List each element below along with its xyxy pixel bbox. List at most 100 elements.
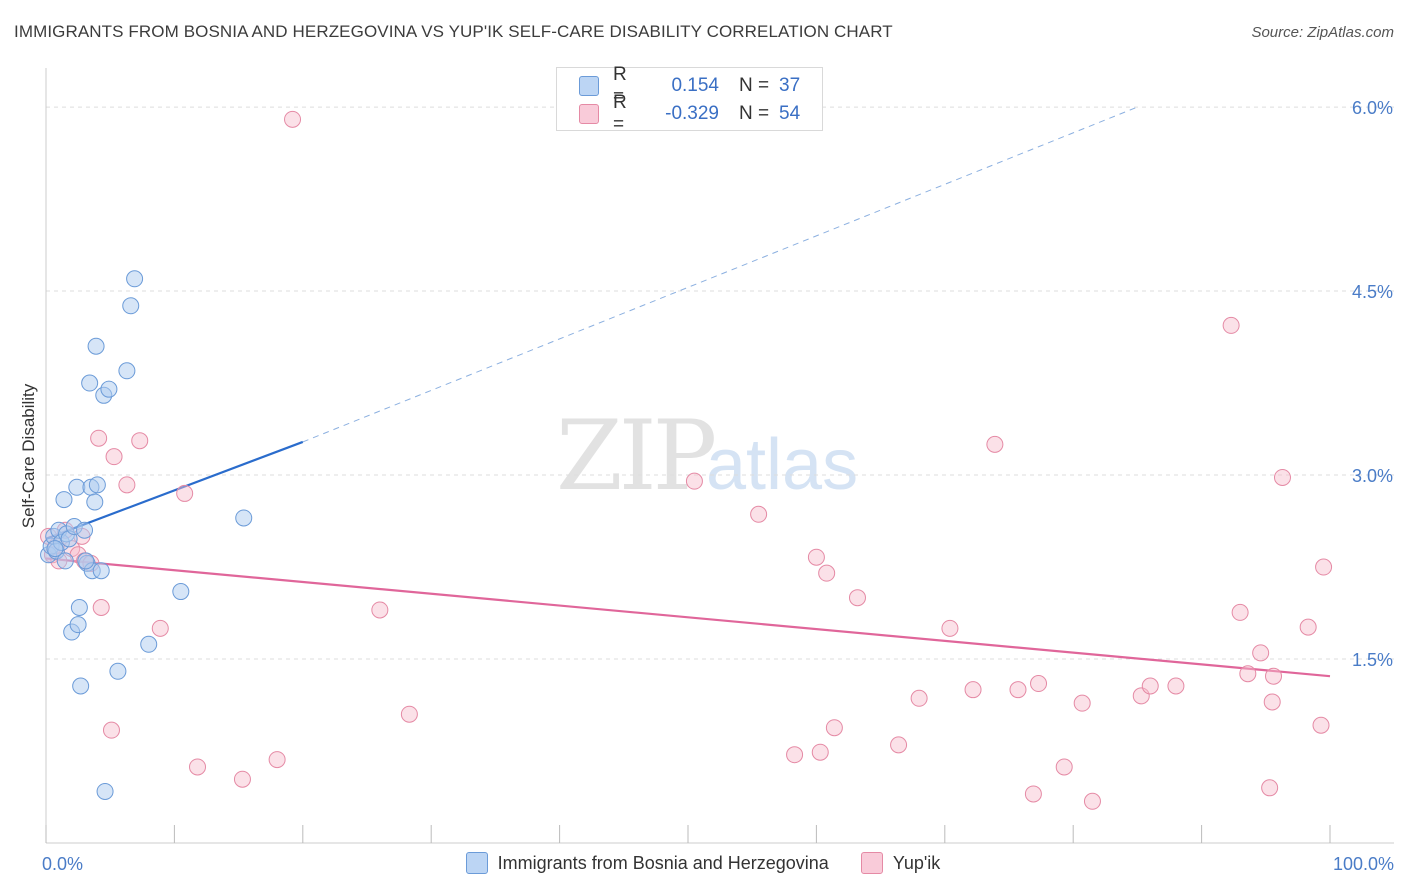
point-yupik-23 — [400, 705, 418, 723]
source-label: Source: ZipAtlas.com — [1251, 24, 1394, 41]
series-legend: Immigrants from Bosnia and Herzegovina Y… — [0, 852, 1406, 874]
trend-lines — [45, 106, 1331, 678]
y-tick-label-1: 3.0% — [1352, 466, 1393, 486]
point-yupik-11 — [92, 599, 110, 617]
point-bosnia-25 — [96, 782, 114, 800]
point-bosnia-14 — [72, 677, 90, 695]
y-tick-label-0: 1.5% — [1352, 650, 1393, 670]
point-yupik-55 — [1315, 558, 1333, 576]
legend-row-bosnia: R = 0.154 N = 37 — [579, 64, 801, 107]
point-bosnia-13 — [70, 599, 88, 617]
point-bosnia-36 — [77, 552, 95, 570]
legend-n-value-bosnia: 37 — [779, 75, 801, 96]
point-bosnia-30 — [126, 270, 144, 288]
legend-item-yupik[interactable]: Yup'ik — [860, 852, 941, 874]
point-yupik-50 — [1261, 779, 1279, 797]
x-tick-label-1: 100.0% — [1333, 854, 1394, 874]
legend-label-bosnia: Immigrants from Bosnia and Herzegovina — [497, 852, 829, 873]
point-yupik-28 — [811, 743, 829, 761]
point-yupik-19 — [233, 770, 251, 788]
point-yupik-32 — [890, 736, 908, 754]
point-bosnia-35 — [56, 552, 74, 570]
point-yupik-31 — [848, 589, 866, 607]
y-tick-label-2: 4.5% — [1352, 282, 1393, 302]
point-yupik-25 — [750, 505, 768, 523]
chart-title: IMMIGRANTS FROM BOSNIA AND HERZEGOVINA V… — [14, 22, 893, 41]
point-yupik-35 — [964, 681, 982, 699]
point-bosnia-22 — [88, 476, 106, 494]
legend-n-label: N = — [739, 103, 770, 124]
point-yupik-52 — [1273, 468, 1291, 486]
point-yupik-39 — [1030, 675, 1048, 693]
point-bosnia-34 — [46, 540, 64, 558]
point-yupik-54 — [1312, 716, 1330, 734]
point-bosnia-33 — [235, 509, 253, 527]
point-yupik-17 — [176, 484, 194, 502]
point-yupik-48 — [1239, 665, 1257, 683]
legend-swatch-blue — [579, 76, 599, 96]
point-yupik-21 — [284, 110, 302, 128]
point-bosnia-23 — [92, 562, 110, 580]
point-bosnia-21 — [87, 337, 105, 355]
point-yupik-51 — [1263, 693, 1281, 711]
point-bosnia-26 — [100, 380, 118, 398]
point-yupik-14 — [118, 476, 136, 494]
point-yupik-49 — [1252, 644, 1270, 662]
point-yupik-22 — [371, 601, 389, 619]
point-bosnia-15 — [76, 521, 94, 539]
point-yupik-41 — [1073, 694, 1091, 712]
point-yupik-46 — [1222, 316, 1240, 334]
point-yupik-27 — [807, 548, 825, 566]
point-yupik-20 — [268, 751, 286, 769]
x-tick-label-0: 0.0% — [42, 854, 83, 874]
legend-swatch-blue — [465, 852, 488, 874]
point-yupik-29 — [818, 564, 836, 582]
point-yupik-37 — [1009, 681, 1027, 699]
trendline-bosnia — [45, 440, 304, 540]
axes — [45, 68, 1394, 844]
legend-item-bosnia[interactable]: Immigrants from Bosnia and Herzegovina — [465, 852, 829, 874]
point-bosnia-20 — [86, 493, 104, 511]
point-yupik-56 — [1265, 667, 1283, 685]
legend-r-value-yupik: -0.329 — [665, 103, 719, 124]
legend-label-yupik: Yup'ik — [892, 852, 941, 873]
point-yupik-47 — [1231, 603, 1249, 621]
tick-labels: 1.5% 3.0% 4.5% 6.0% 0.0% 100.0% Self-Care Disa… — [19, 98, 1394, 874]
legend-swatch-pink — [860, 852, 883, 874]
point-yupik-30 — [825, 719, 843, 737]
legend-row-yupik: R = -0.329 N = 54 — [579, 92, 801, 135]
point-yupik-38 — [1024, 785, 1042, 803]
point-yupik-13 — [105, 448, 123, 466]
point-bosnia-31 — [140, 635, 158, 653]
point-yupik-45 — [1167, 677, 1185, 695]
point-yupik-44 — [1141, 677, 1159, 695]
y-tick-label-3: 6.0% — [1352, 98, 1393, 118]
legend-n-value-yupik: 54 — [779, 103, 801, 124]
trendline-yupik — [45, 557, 1331, 678]
point-yupik-16 — [151, 619, 169, 637]
point-yupik-33 — [910, 689, 928, 707]
point-bosnia-27 — [109, 662, 127, 680]
point-yupik-40 — [1055, 758, 1073, 776]
point-yupik-42 — [1083, 792, 1101, 810]
point-yupik-18 — [189, 758, 207, 776]
point-bosnia-6 — [55, 491, 73, 509]
series-yupik-points — [40, 110, 1333, 810]
legend-swatch-pink — [579, 104, 599, 124]
series-bosnia-points — [40, 270, 253, 800]
point-yupik-53 — [1299, 618, 1317, 636]
point-bosnia-11 — [69, 616, 87, 634]
point-yupik-12 — [102, 721, 120, 739]
point-bosnia-17 — [81, 374, 99, 392]
point-bosnia-32 — [172, 583, 190, 601]
legend-r-label: R = — [613, 64, 627, 107]
point-yupik-15 — [131, 432, 149, 450]
point-bosnia-12 — [68, 478, 86, 496]
legend-n-label: N = — [739, 75, 770, 96]
watermark-atlas: atlas — [706, 425, 859, 505]
point-bosnia-29 — [122, 297, 140, 315]
watermark-zip: ZIP — [556, 400, 717, 512]
point-yupik-10 — [90, 429, 108, 447]
point-yupik-26 — [786, 746, 804, 764]
